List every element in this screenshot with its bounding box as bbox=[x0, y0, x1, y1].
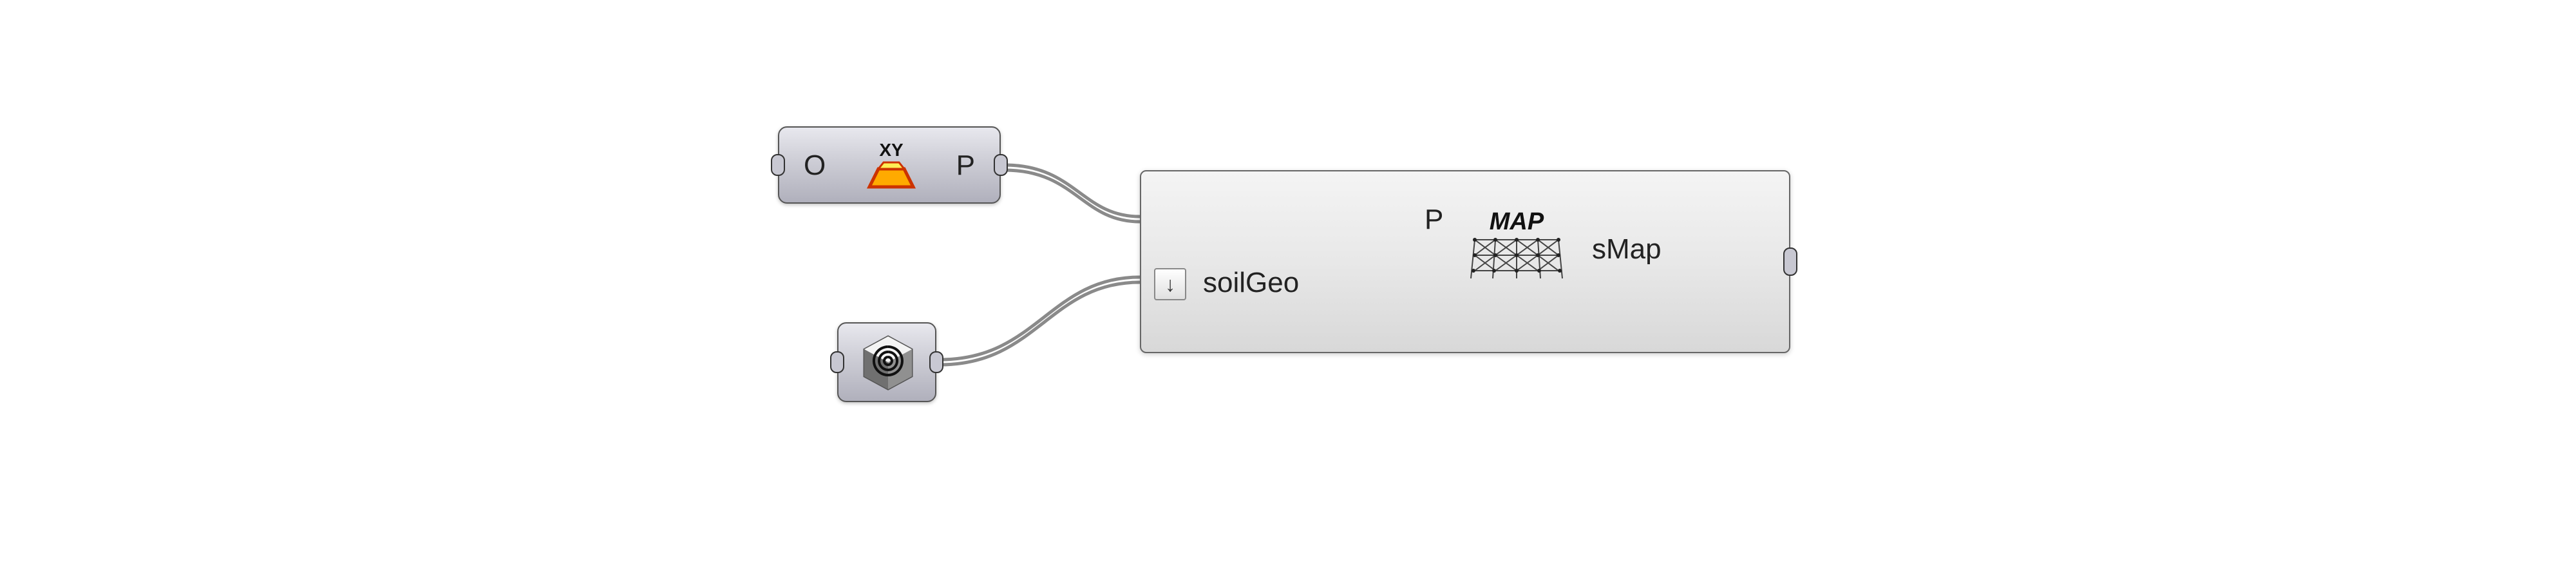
node-spiral[interactable] bbox=[837, 322, 936, 402]
zui-expand-button[interactable]: ↓ bbox=[1154, 268, 1186, 300]
output-grip-smap[interactable] bbox=[1783, 247, 1797, 276]
input-grip-o[interactable] bbox=[771, 154, 785, 176]
output-grip-p[interactable] bbox=[994, 154, 1008, 176]
node-xy-plane[interactable]: O P XY bbox=[778, 126, 1001, 204]
node-soil-map[interactable]: ↓ P soilGeo MAP bbox=[1140, 170, 1790, 353]
output-grip-spiral[interactable] bbox=[929, 351, 943, 373]
input-label-soilgeo: soilGeo bbox=[1203, 267, 1299, 299]
chevron-down-icon: ↓ bbox=[1165, 273, 1175, 296]
output-label-smap: sMap bbox=[1592, 233, 1662, 266]
spiral-hex-icon bbox=[858, 333, 918, 393]
svg-text:MAP: MAP bbox=[1490, 208, 1544, 235]
map-mesh-icon: MAP bbox=[1468, 208, 1565, 285]
input-label-p: P bbox=[1425, 204, 1443, 236]
input-grip-spiral[interactable] bbox=[830, 351, 844, 373]
svg-text:XY: XY bbox=[879, 140, 904, 160]
input-label-o: O bbox=[804, 150, 826, 182]
xy-plane-icon: XY bbox=[862, 137, 921, 196]
output-label-p: P bbox=[956, 150, 975, 182]
node-canvas: O P XY ↓ P soilGeo MAP bbox=[0, 0, 2576, 571]
